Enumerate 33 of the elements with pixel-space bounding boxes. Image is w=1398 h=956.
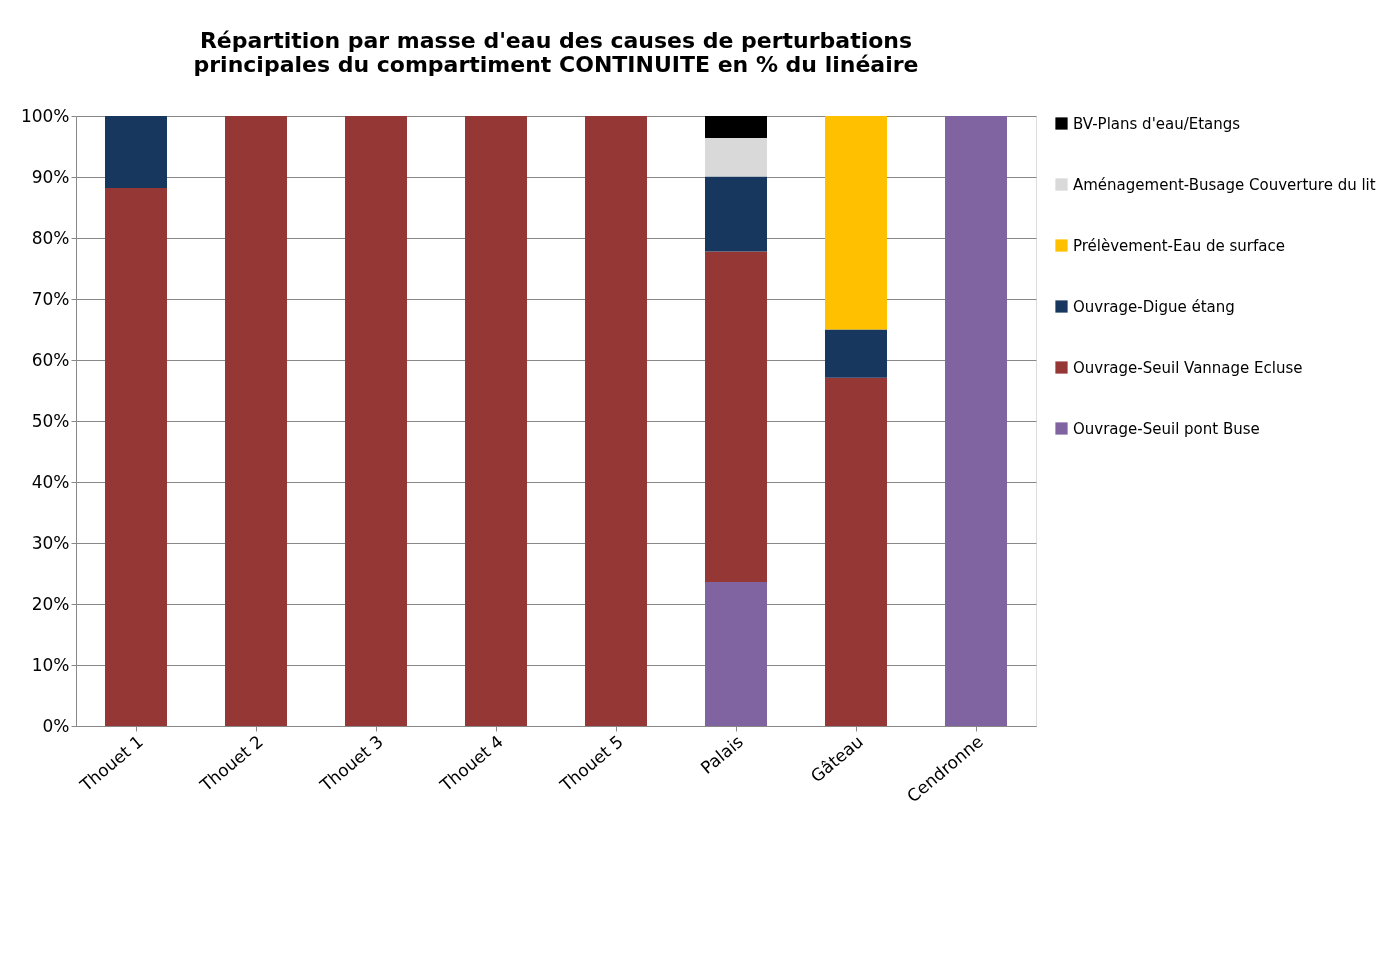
y-tick-label: 70% <box>31 288 70 309</box>
bar <box>825 377 887 726</box>
chart-title: Répartition par masse d'eau des causes de perturbations principales du compartiment CONTINUITE en % du linéaire <box>193 28 919 77</box>
bar <box>585 116 647 726</box>
bar <box>825 116 887 330</box>
legend-label: Ouvrage-Seuil pont Buse <box>1073 419 1260 438</box>
bar <box>105 187 167 726</box>
y-tick-label: 30% <box>31 532 70 553</box>
bar <box>225 116 287 726</box>
bar <box>105 116 167 188</box>
y-tick-label: 50% <box>31 410 70 431</box>
y-tick-label: 90% <box>31 166 70 187</box>
bar <box>705 251 767 583</box>
bar <box>705 116 767 138</box>
bar <box>825 329 887 378</box>
bar <box>705 582 767 726</box>
legend-label: Ouvrage-Seuil Vannage Ecluse <box>1073 358 1303 377</box>
legend-label: BV-Plans d'eau/Etangs <box>1073 114 1241 133</box>
y-tick-label: 80% <box>31 227 70 248</box>
bar <box>705 176 767 252</box>
bar <box>345 116 407 726</box>
bar <box>465 116 527 726</box>
legend-label: Aménagement-Busage Couverture du lit <box>1073 175 1376 194</box>
legend-label: Ouvrage-Digue étang <box>1073 297 1235 316</box>
y-tick-label: 100% <box>20 105 70 126</box>
y-tick-label: 20% <box>31 593 70 614</box>
bar <box>945 116 1007 726</box>
bar <box>705 137 767 177</box>
y-tick-label: 0% <box>42 715 70 736</box>
y-tick-label: 10% <box>31 654 70 675</box>
legend-label: Prélèvement-Eau de surface <box>1073 236 1285 255</box>
y-tick-label: 40% <box>31 471 70 492</box>
y-tick-label: 60% <box>31 349 70 370</box>
